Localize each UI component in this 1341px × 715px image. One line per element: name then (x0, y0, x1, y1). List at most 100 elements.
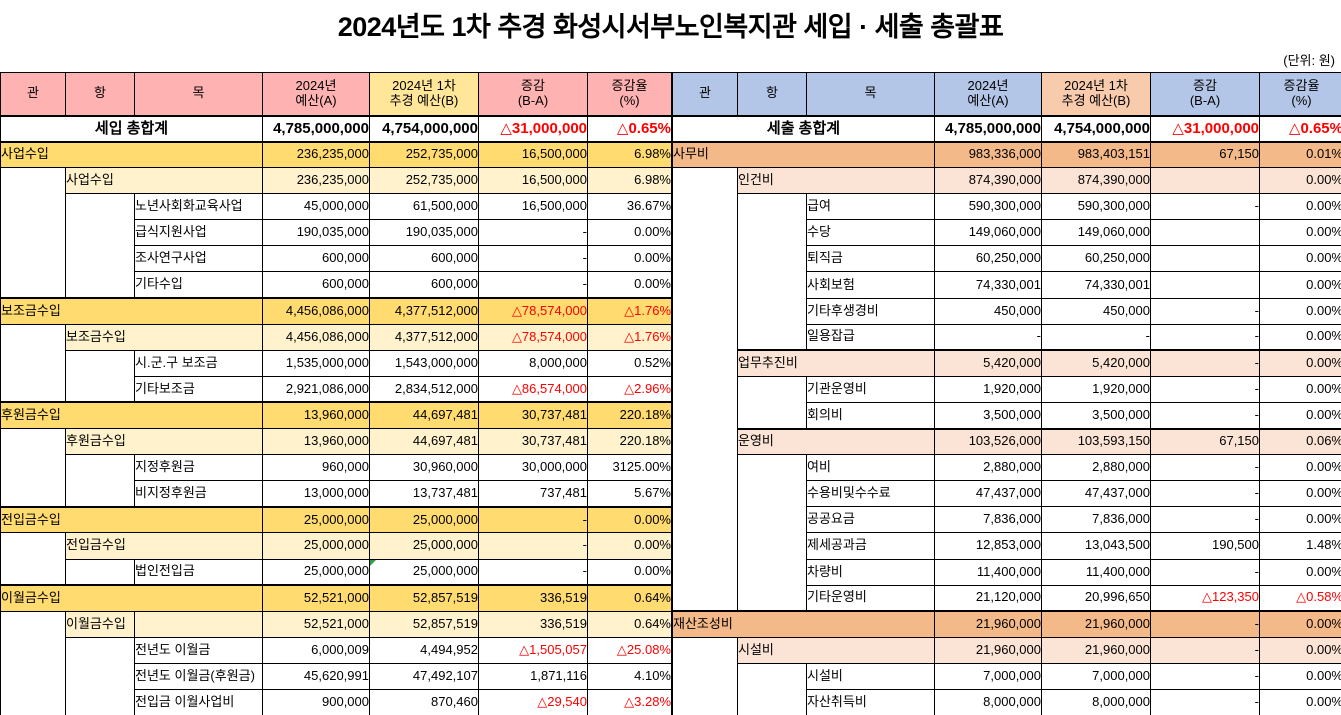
table-row: 전입금수입 25,000,000 25,000,000-0.00% (0, 532, 672, 586)
rate-cell: △1.76% (587, 323, 672, 351)
gwan-label: 사업수입 (0, 140, 263, 169)
rate-cell: 220.18% (587, 428, 672, 456)
column-header: 2024년 1차 추경 예산(B) (1041, 72, 1151, 116)
budget-b-cell: 600,000 (369, 271, 479, 299)
budget-b-cell: 21,960,000 (1041, 636, 1151, 664)
budget-a-cell: 960,000 (262, 454, 370, 482)
diff-cell: △86,574,000 (478, 375, 588, 403)
rate-cell: 0.00% (1259, 245, 1341, 273)
budget-a-cell: 450,000 (934, 297, 1042, 325)
table-row: 퇴직금 60,250,000 60,250,000 0.00% (673, 245, 1341, 273)
column-header: 증감 (B-A) (1150, 72, 1260, 116)
budget-a-cell: 983,336,000 (934, 140, 1042, 169)
diff-cell: 1,871,116 (478, 662, 588, 690)
rate-cell: 1.48% (1259, 532, 1341, 560)
budget-a-cell: 11,400,000 (934, 558, 1042, 586)
table-row: 차량비 11,400,000 11,400,000-0.00% (673, 558, 1341, 586)
diff-cell: - (1150, 688, 1260, 715)
rate-cell: 0.00% (1259, 375, 1341, 403)
rate-cell: △3.28% (587, 688, 672, 715)
diff-cell: - (1150, 558, 1260, 586)
rate-cell: 0.00% (1259, 454, 1341, 482)
mok-label: 시설비 (806, 662, 935, 690)
gwan-empty-cell (672, 167, 738, 612)
budget-a-cell: 103,526,000 (934, 427, 1042, 456)
gwan-empty-cell (0, 532, 66, 586)
mok-label: 전년도 이월금(후원금) (134, 662, 263, 690)
total-row: 세입 총합계 4,785,000,000 4,754,000,000 △31,000,… (0, 114, 672, 143)
rate-cell: 0.00% (1259, 219, 1341, 247)
diff-cell: - (478, 245, 588, 273)
column-header: 2024년 1차 추경 예산(B) (369, 72, 479, 116)
budget-a-cell: 5,420,000 (934, 349, 1042, 377)
budget-a-cell: 25,000,000 (262, 505, 370, 534)
table-row: 보조금수입 4,456,086,000 4,377,512,000 △78,574,0… (0, 297, 672, 325)
diff-cell: 30,000,000 (478, 454, 588, 482)
table-row: 인건비 874,390,000 874,390,000 0.00% (672, 167, 1341, 612)
budget-b-cell: 149,060,000 (1041, 219, 1151, 247)
mok-label: 퇴직금 (806, 245, 935, 273)
total-rate: △0.65% (587, 114, 672, 143)
table-row: 비지정후원금 13,000,000 13,737,481 737,481 5.67% (1, 480, 672, 508)
rate-cell: 6.98% (587, 140, 672, 169)
diff-cell: - (1150, 193, 1260, 221)
column-header: 증감율 (%) (587, 72, 672, 116)
column-header: 2024년 예산(A) (262, 72, 370, 116)
rate-cell: 0.00% (1259, 193, 1341, 221)
gwan-empty-cell (0, 610, 66, 715)
column-header: 목 (806, 72, 935, 116)
rate-cell: 0.00% (1259, 323, 1341, 351)
rate-cell: 0.64% (587, 610, 672, 638)
rate-cell: 0.00% (587, 532, 672, 560)
mok-label: 수당 (806, 219, 935, 247)
budget-a-cell: 149,060,000 (934, 219, 1042, 247)
budget-a-cell: 236,235,000 (262, 140, 370, 169)
rate-cell: 0.00% (1259, 401, 1341, 430)
table-row: 지정후원금 960,000 30,960,000 30,000,000 3125.00% (1, 454, 672, 508)
hang-empty-cell (737, 193, 807, 351)
table-row: 급식지원사업 190,035,000 190,035,000-0.00% (1, 219, 672, 247)
budget-b-cell: 11,400,000 (1041, 558, 1151, 586)
rate-cell: 5.67% (587, 480, 672, 508)
mok-label: 조사연구사업 (134, 245, 263, 273)
mok-label: 여비 (806, 454, 935, 482)
budget-a-cell: 4,456,086,000 (262, 323, 370, 351)
table-row: 후원금수입 13,960,000 44,697,481 30,737,481 220.1… (0, 401, 672, 430)
mok-label: 기타보조금 (134, 375, 263, 403)
budget-b-cell: 7,836,000 (1041, 506, 1151, 534)
table-row: 운영비 103,526,000 103,593,150 67,150 0.06% (673, 427, 1341, 456)
total-label: 세출 총합계 (672, 114, 935, 143)
budget-b-cell: 44,697,481 (369, 428, 479, 456)
diff-cell (1150, 219, 1260, 247)
unit-note: (단위: 원) (1283, 53, 1335, 68)
budget-a-cell: 2,880,000 (934, 454, 1042, 482)
mok-label: 기타수입 (134, 271, 263, 299)
hang-label: 이월금수입 (65, 610, 135, 638)
budget-b-cell: 30,960,000 (369, 454, 479, 482)
gwan-label: 사무비 (672, 140, 935, 169)
budget-b-cell: 47,492,107 (369, 662, 479, 690)
budget-b-cell: 3,500,000 (1041, 401, 1151, 430)
budget-a-cell: - (934, 323, 1042, 351)
budget-b-cell: 47,437,000 (1041, 480, 1151, 508)
table-row: 시설비 7,000,000 7,000,000-0.00% (673, 662, 1341, 715)
diff-cell: 190,500 (1150, 532, 1260, 560)
budget-a-cell: 2,921,086,000 (262, 375, 370, 403)
mok-label: 기타후생경비 (806, 297, 935, 325)
budget-a-cell: 13,960,000 (262, 401, 370, 430)
total-diff: △31,000,000 (1150, 114, 1260, 143)
budget-a-cell: 52,521,000 (262, 584, 370, 612)
budget-b-cell: 2,880,000 (1041, 454, 1151, 482)
table-row: 전입금수입 25,000,000 25,000,000-0.00% (0, 505, 672, 534)
mok-label: 급여 (806, 193, 935, 221)
diff-cell: - (1150, 610, 1260, 638)
hang-label: 후원금수입 (65, 428, 263, 456)
rate-cell: 0.00% (1259, 167, 1341, 195)
budget-a-cell: 13,000,000 (262, 480, 370, 508)
diff-cell: - (478, 558, 588, 586)
budget-a-cell: 7,000,000 (934, 662, 1042, 690)
rate-cell: △0.58% (1259, 584, 1341, 612)
mok-label: 지정후원금 (134, 454, 263, 482)
column-header: 증감 (B-A) (478, 72, 588, 116)
table-row: 시.군.구 보조금 1,535,000,000 1,543,000,000 8,000… (1, 349, 672, 403)
